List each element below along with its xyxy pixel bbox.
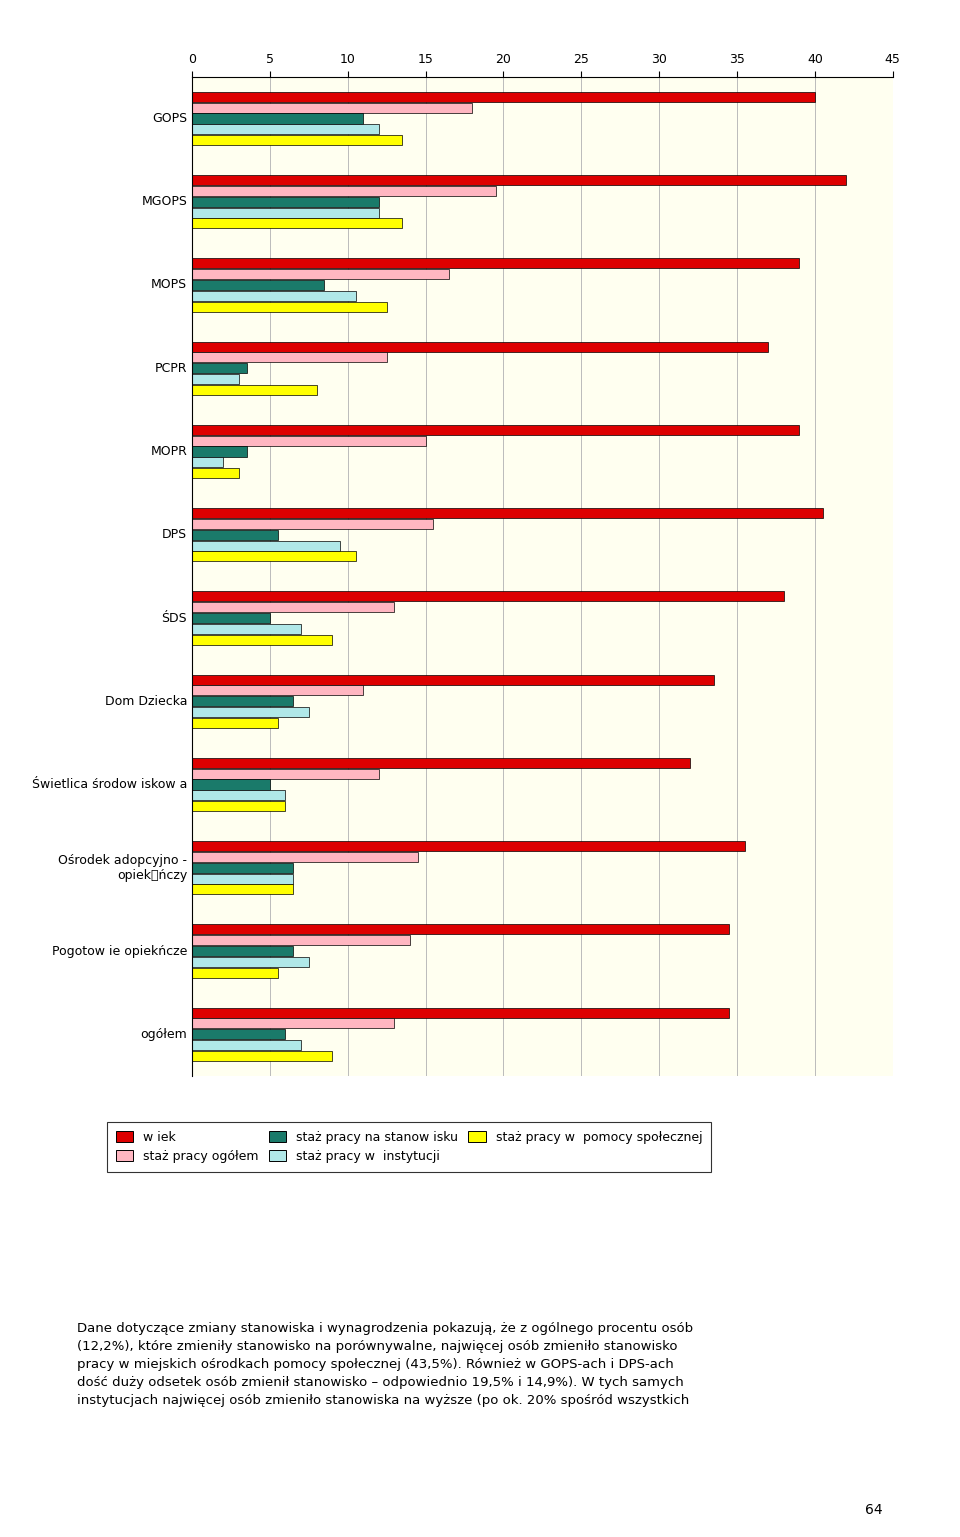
Legend: w iek, staż pracy ogółem, staż pracy na stanow isku, staż pracy w  instytucji, s: w iek, staż pracy ogółem, staż pracy na … bbox=[108, 1122, 711, 1171]
Bar bbox=[192, 924, 730, 934]
Bar bbox=[192, 424, 800, 435]
Bar bbox=[192, 435, 425, 446]
Bar bbox=[192, 103, 472, 112]
Bar bbox=[192, 135, 402, 144]
Bar bbox=[192, 696, 293, 707]
Bar bbox=[192, 841, 745, 851]
Bar bbox=[192, 552, 355, 561]
Bar bbox=[192, 934, 410, 945]
Bar bbox=[192, 758, 690, 768]
Bar bbox=[192, 520, 433, 529]
Bar bbox=[192, 851, 418, 862]
Bar bbox=[192, 790, 285, 801]
Bar bbox=[192, 686, 363, 695]
Bar bbox=[192, 718, 277, 729]
Bar bbox=[192, 862, 293, 873]
Bar bbox=[192, 373, 239, 384]
Bar bbox=[192, 707, 309, 718]
Bar bbox=[192, 207, 379, 218]
Bar bbox=[192, 958, 309, 967]
Bar bbox=[192, 945, 293, 956]
Bar bbox=[192, 124, 379, 134]
Bar bbox=[192, 1051, 332, 1061]
Bar bbox=[192, 114, 363, 123]
Text: 64: 64 bbox=[865, 1503, 882, 1517]
Bar bbox=[192, 1041, 301, 1050]
Bar bbox=[192, 352, 387, 363]
Bar bbox=[192, 592, 783, 601]
Bar bbox=[192, 92, 815, 101]
Bar bbox=[192, 458, 223, 467]
Bar bbox=[192, 469, 239, 478]
Bar bbox=[192, 186, 495, 195]
Bar bbox=[192, 175, 846, 184]
Bar bbox=[192, 801, 285, 812]
Bar bbox=[192, 258, 800, 269]
Bar bbox=[192, 384, 317, 395]
Bar bbox=[192, 675, 713, 684]
Bar bbox=[192, 290, 355, 301]
Bar bbox=[192, 779, 270, 790]
Bar bbox=[192, 197, 379, 207]
Bar bbox=[192, 341, 768, 352]
Bar bbox=[192, 280, 324, 290]
Bar bbox=[192, 624, 301, 633]
Bar bbox=[192, 1008, 730, 1017]
Bar bbox=[192, 301, 387, 312]
Bar bbox=[192, 884, 293, 895]
Bar bbox=[192, 363, 247, 373]
Bar bbox=[192, 509, 823, 518]
Bar bbox=[192, 541, 340, 550]
Bar bbox=[192, 269, 449, 280]
Bar bbox=[192, 768, 379, 779]
Text: Dane dotyczące zmiany stanowiska i wynagrodzenia pokazują, że z ogólnego procent: Dane dotyczące zmiany stanowiska i wynag… bbox=[77, 1322, 693, 1406]
Bar bbox=[192, 1030, 285, 1039]
Bar bbox=[192, 218, 402, 229]
Bar bbox=[192, 635, 332, 644]
Bar bbox=[192, 603, 395, 612]
Bar bbox=[192, 446, 247, 456]
Bar bbox=[192, 1019, 395, 1028]
Bar bbox=[192, 613, 270, 622]
Bar bbox=[192, 873, 293, 884]
Bar bbox=[192, 530, 277, 539]
Bar bbox=[192, 968, 277, 978]
